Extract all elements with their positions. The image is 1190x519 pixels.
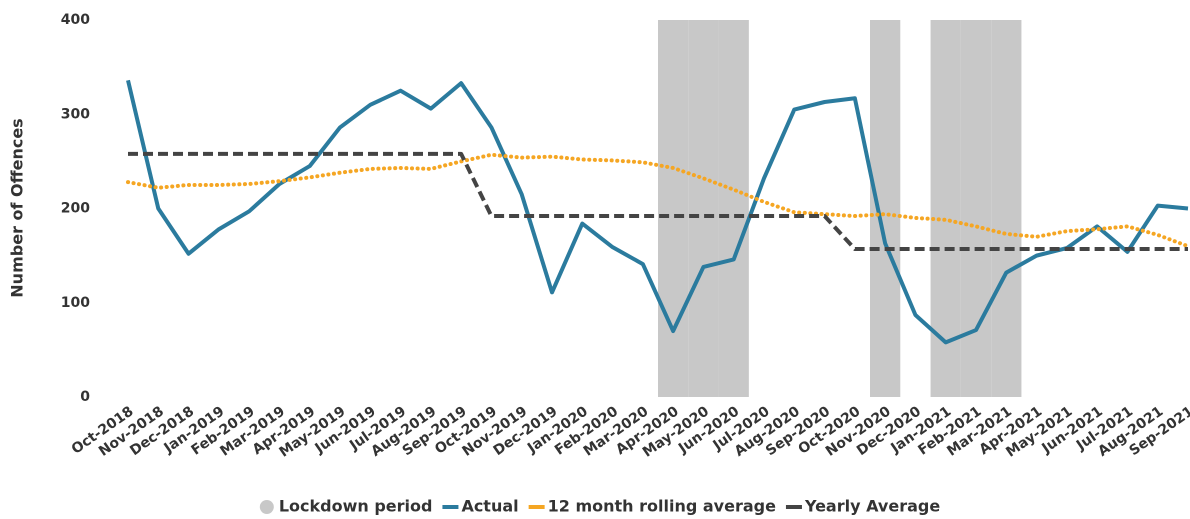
y-tick-label: 0 bbox=[80, 389, 90, 405]
legend-marker bbox=[528, 505, 545, 509]
legend-label: Lockdown period bbox=[279, 497, 433, 516]
bar bbox=[688, 20, 719, 397]
legend-label: Actual bbox=[461, 497, 518, 516]
series-line bbox=[126, 152, 1190, 249]
series-line bbox=[126, 79, 1189, 345]
y-axis-title: Number of Offences bbox=[8, 118, 27, 297]
legend-marker bbox=[785, 505, 802, 509]
bar bbox=[960, 20, 992, 397]
bar bbox=[991, 20, 1022, 397]
series-line bbox=[128, 151, 1188, 252]
bar bbox=[718, 20, 749, 397]
legend: Lockdown period Actual 12 month rolling av… bbox=[259, 497, 940, 516]
legend-marker bbox=[442, 505, 459, 509]
legend-marker bbox=[259, 500, 274, 514]
y-tick-label: 400 bbox=[61, 12, 90, 28]
legend-label: 12 month rolling average bbox=[548, 497, 776, 516]
bar bbox=[658, 20, 689, 397]
y-tick-label: 300 bbox=[61, 106, 90, 122]
y-tick-label: 200 bbox=[61, 201, 90, 217]
y-tick-label: 100 bbox=[61, 295, 90, 311]
legend-label: Yearly Average bbox=[804, 497, 940, 516]
bar bbox=[870, 20, 901, 397]
